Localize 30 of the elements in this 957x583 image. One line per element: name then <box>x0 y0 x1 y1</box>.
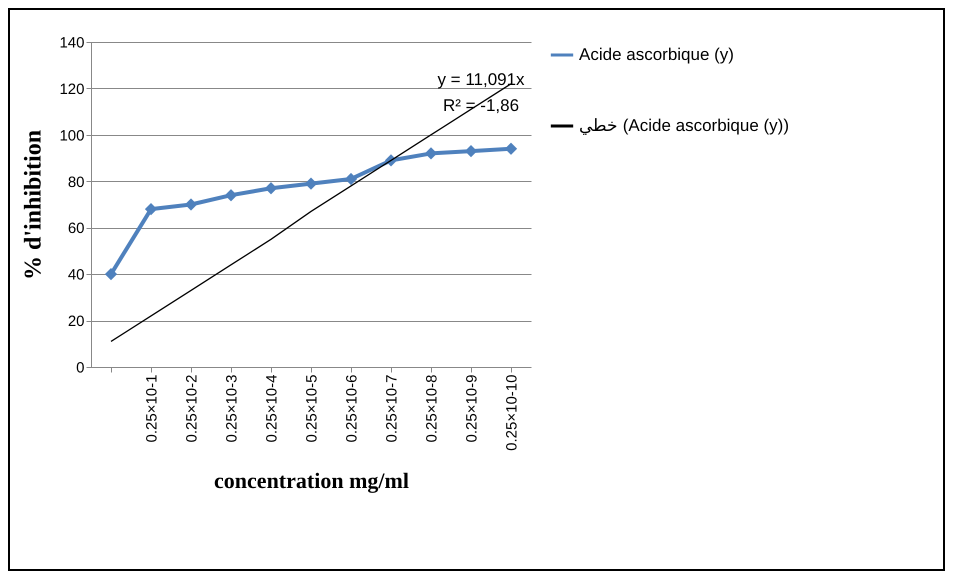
x-tick-label: 0.25×10-2 <box>184 374 200 442</box>
x-tick-label: 0.25×10-3 <box>224 374 240 442</box>
x-tick-label: 0.25×10-7 <box>384 374 400 442</box>
y-axis-title: % d'inhibition <box>20 130 46 280</box>
annotation: y = 11,091x <box>437 70 526 89</box>
x-tick-label: 0.25×10-1 <box>144 374 160 442</box>
x-tick-label: 0.25×10-10 <box>504 374 520 451</box>
x-tick-label: 0.25×10-4 <box>264 374 280 442</box>
x-tick-label: 0.25×10-8 <box>424 374 440 442</box>
point <box>344 172 358 186</box>
point <box>144 203 158 216</box>
legend-label: خطي (Acide ascorbique (y)) <box>579 116 790 135</box>
point <box>224 189 238 202</box>
y-tick-label: 0 <box>76 360 84 376</box>
point <box>304 177 318 190</box>
legend-label: Acide ascorbique (y) <box>579 45 734 64</box>
y-tick-label: 20 <box>68 313 84 330</box>
y-tick-label: 120 <box>59 80 84 98</box>
x-tick-label: 0.25×10-6 <box>344 374 360 442</box>
y-tick-label: 40 <box>68 266 84 284</box>
point <box>184 198 198 211</box>
x-axis-title: concentration mg/ml <box>214 468 409 493</box>
point <box>104 268 118 280</box>
y-tick-label: 140 <box>59 34 84 52</box>
y-tick-label: 80 <box>68 174 84 191</box>
y-tick-label: 60 <box>68 220 84 238</box>
point <box>264 182 278 194</box>
x-tick-label: 0.25×10-5 <box>304 374 320 442</box>
y-tick-label: 100 <box>59 127 84 144</box>
x-tick-label: 0.25×10-9 <box>464 374 480 442</box>
